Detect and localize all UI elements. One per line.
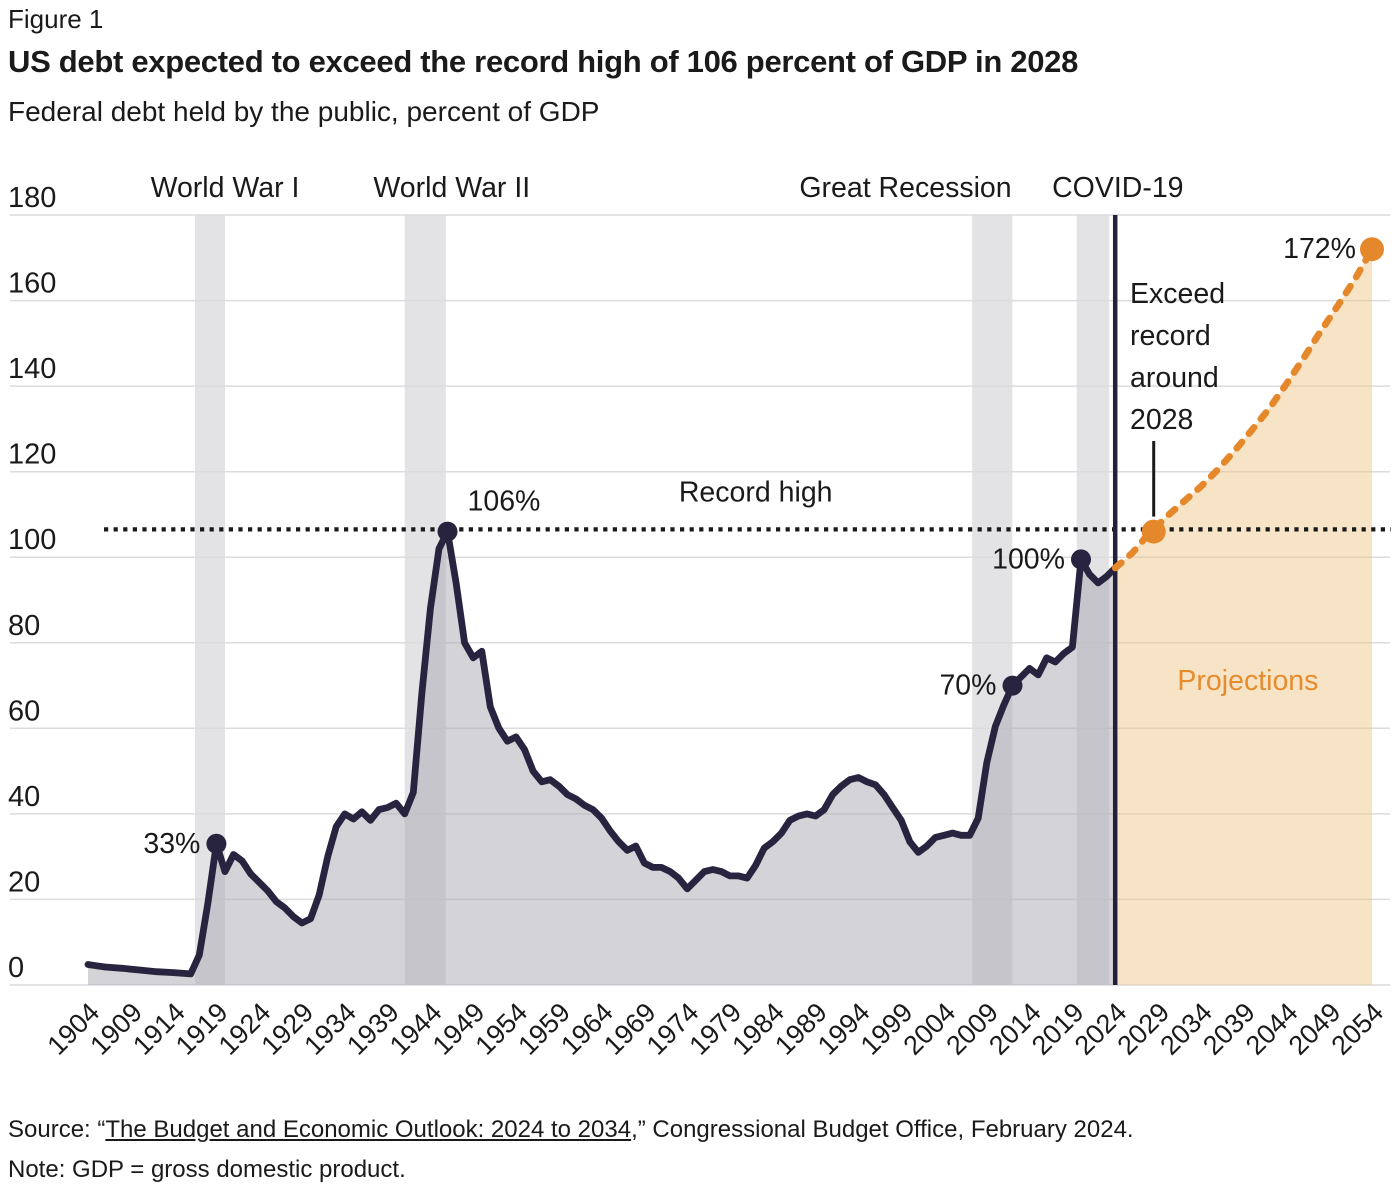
record-high-label: Record high — [679, 477, 833, 509]
exceed-record-text-line-1: Exceed — [1130, 278, 1225, 310]
projection-area — [1115, 249, 1372, 985]
x-tick-label-2054: 2054 — [1326, 997, 1390, 1061]
data-point-100% — [1071, 549, 1091, 570]
source-suffix: ,” Congressional Budget Office, February… — [631, 1116, 1134, 1143]
data-point-106% — [437, 521, 458, 542]
data-point-172% — [1360, 237, 1384, 262]
event-label-covid-19: COVID-19 — [1052, 172, 1183, 204]
projection-dashed-line — [1111, 245, 1376, 572]
value-label-100%: 100% — [992, 543, 1065, 575]
y-tick-label-120: 120 — [8, 439, 56, 471]
event-label-world-war-ii: World War II — [373, 172, 530, 204]
event-label-world-war-i: World War I — [151, 172, 300, 204]
chart-subtitle: Federal debt held by the public, percent… — [8, 96, 600, 127]
value-label-70%: 70% — [939, 670, 996, 702]
exceed-record-text-line-4: 2028 — [1130, 404, 1193, 436]
value-label-33%: 33% — [143, 828, 200, 860]
y-tick-label-140: 140 — [8, 353, 56, 385]
source-link[interactable]: The Budget and Economic Outlook: 2024 to… — [105, 1116, 632, 1143]
y-tick-label-180: 180 — [8, 182, 56, 214]
data-point-70% — [1002, 675, 1023, 696]
y-tick-label-60: 60 — [8, 695, 40, 727]
y-tick-label-40: 40 — [8, 781, 40, 813]
projections-label: Projections — [1177, 665, 1318, 697]
source-prefix: Source: “ — [8, 1116, 106, 1143]
y-tick-label-0: 0 — [8, 952, 24, 984]
y-tick-label-80: 80 — [8, 610, 40, 642]
chart-title: US debt expected to exceed the record hi… — [8, 44, 1079, 79]
figure-label: Figure 1 — [8, 4, 104, 34]
historical-area — [88, 531, 1116, 985]
source-line: Source: “The Budget and Economic Outlook… — [8, 1116, 1134, 1144]
event-label-great-recession: Great Recession — [799, 172, 1011, 204]
y-tick-label-160: 160 — [8, 268, 56, 300]
y-tick-label-20: 20 — [8, 866, 40, 898]
value-label-172%: 172% — [1283, 233, 1356, 265]
exceed-record-marker-dot — [1141, 519, 1166, 544]
historical-line — [84, 528, 1119, 978]
value-label-106%: 106% — [468, 486, 541, 518]
y-tick-label-100: 100 — [8, 524, 56, 556]
exceed-record-text-line-3: around — [1130, 362, 1219, 394]
exceed-record-text-line-2: record — [1130, 320, 1211, 352]
data-point-33% — [206, 833, 227, 854]
note-line: Note: GDP = gross domestic product. — [8, 1156, 406, 1183]
